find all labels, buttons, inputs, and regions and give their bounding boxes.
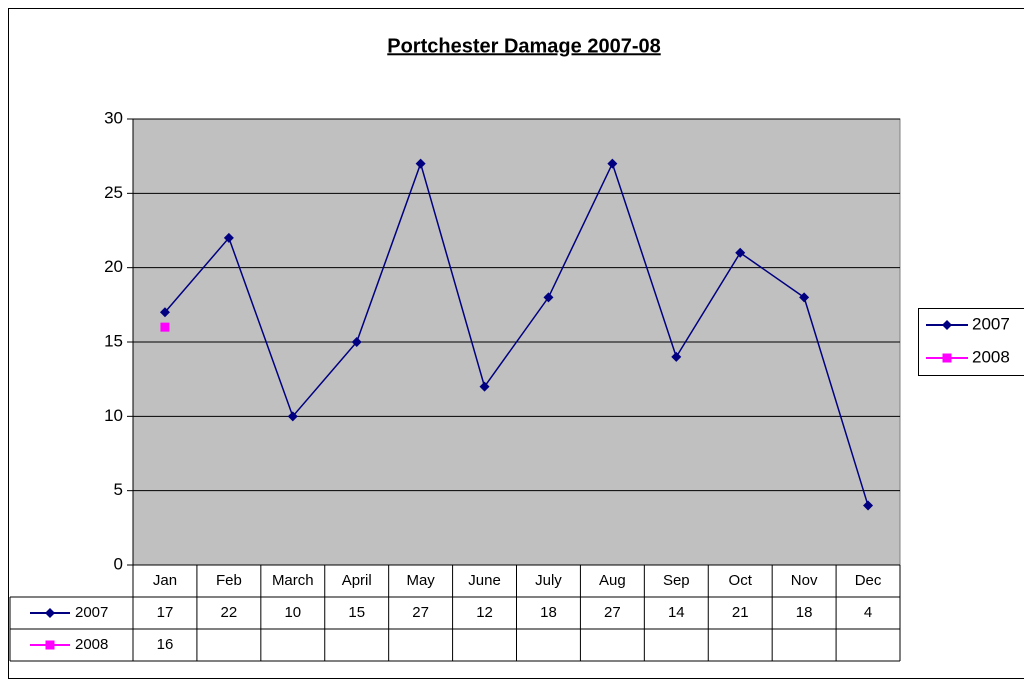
table-cell: 21 <box>732 604 749 621</box>
x-tick-label: June <box>468 572 501 589</box>
x-tick-label: March <box>272 572 314 589</box>
table-cell: 27 <box>604 604 621 621</box>
x-tick-label: Feb <box>216 572 242 589</box>
data-point <box>287 411 298 422</box>
data-point <box>415 158 426 169</box>
y-tick-label: 10 <box>104 406 123 425</box>
y-tick-label: 20 <box>104 257 123 276</box>
table-cell: 14 <box>668 604 685 621</box>
data-point <box>159 307 170 318</box>
chart-title: Portchester Damage 2007-08 <box>387 35 660 57</box>
table-cell: 15 <box>348 604 365 621</box>
table-cell: 16 <box>157 636 174 653</box>
table-cell: 12 <box>476 604 493 621</box>
data-point <box>671 351 682 362</box>
table-cell: 18 <box>540 604 557 621</box>
x-tick-label: July <box>535 572 562 589</box>
legend-label: 2008 <box>972 347 1010 366</box>
y-tick-label: 0 <box>114 554 123 573</box>
table-row-label: 2007 <box>75 604 108 621</box>
series-line <box>164 161 869 506</box>
x-tick-label: Aug <box>599 572 626 589</box>
data-point <box>863 500 874 511</box>
table-key-marker <box>45 640 55 650</box>
x-tick-label: Nov <box>791 572 818 589</box>
table-cell: 18 <box>796 604 813 621</box>
x-tick-label: Dec <box>855 572 882 589</box>
x-tick-label: Sep <box>663 572 690 589</box>
x-tick-label: Oct <box>729 572 753 589</box>
data-point <box>543 292 554 303</box>
table-cell: 4 <box>864 604 872 621</box>
table-cell: 17 <box>157 604 174 621</box>
y-tick-label: 30 <box>104 108 123 127</box>
data-point <box>160 322 170 332</box>
data-point <box>351 337 362 347</box>
legend-key-marker <box>942 353 952 363</box>
y-tick-label: 5 <box>114 480 123 499</box>
data-point <box>607 158 618 169</box>
legend-key-marker <box>942 320 952 330</box>
table-cell: 22 <box>221 604 238 621</box>
table-cell: 27 <box>412 604 429 621</box>
table-key-marker <box>45 608 55 618</box>
data-point <box>735 247 746 258</box>
data-point <box>479 381 490 392</box>
table-row-label: 2008 <box>75 636 108 653</box>
x-tick-label: May <box>406 572 435 589</box>
legend-box <box>918 308 1024 376</box>
legend-label: 2007 <box>972 314 1010 333</box>
data-point <box>223 232 234 243</box>
data-point <box>799 292 810 303</box>
table-cell: 10 <box>284 604 301 621</box>
y-tick-label: 15 <box>104 331 123 350</box>
x-tick-label: Jan <box>153 572 177 589</box>
y-tick-label: 25 <box>104 183 123 202</box>
x-tick-label: April <box>342 572 372 589</box>
